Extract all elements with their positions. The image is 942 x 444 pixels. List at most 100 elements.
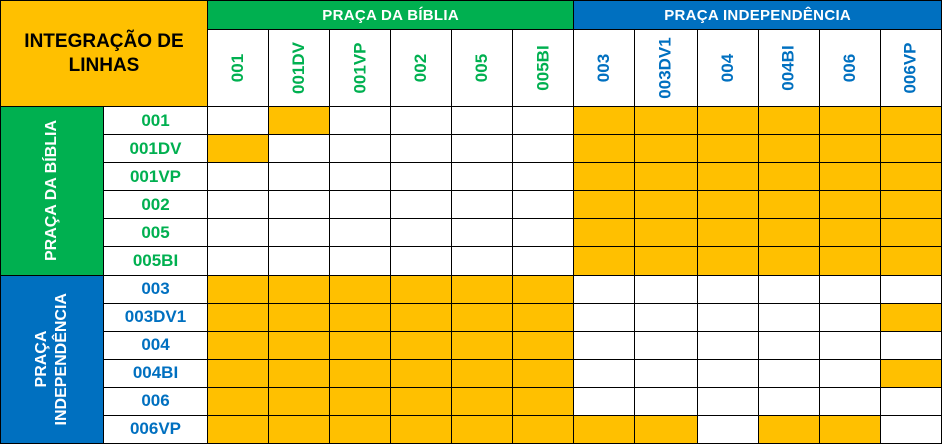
integration-cell-allowed	[269, 107, 330, 135]
integration-cell-allowed	[574, 163, 635, 191]
integration-cell-allowed	[697, 107, 758, 135]
integration-cell-empty	[513, 219, 574, 247]
integration-cell-allowed	[819, 163, 880, 191]
integration-cell-empty	[208, 247, 269, 275]
integration-cell-empty	[391, 247, 452, 275]
column-header: 005BI	[513, 30, 574, 106]
integration-cell-empty	[574, 275, 635, 303]
integration-cell-allowed	[635, 191, 697, 219]
integration-cell-empty	[208, 191, 269, 219]
column-header: 003DV1	[635, 30, 697, 106]
integration-cell-allowed	[452, 359, 513, 387]
integration-cell-allowed	[391, 331, 452, 359]
integration-cell-allowed	[452, 303, 513, 331]
integration-cell-empty	[513, 163, 574, 191]
integration-cell-empty	[635, 387, 697, 415]
integration-cell-allowed	[391, 303, 452, 331]
integration-cell-allowed	[819, 107, 880, 135]
column-header-label: 005	[472, 53, 492, 83]
column-header: 001VP	[330, 30, 391, 106]
integration-cell-empty	[391, 107, 452, 135]
integration-cell-empty	[330, 135, 391, 163]
integration-cell-empty	[697, 303, 758, 331]
integration-cell-empty	[330, 107, 391, 135]
integration-cell-allowed	[819, 219, 880, 247]
integration-cell-allowed	[513, 359, 574, 387]
integration-cell-allowed	[330, 331, 391, 359]
integration-cell-empty	[513, 135, 574, 163]
integration-cell-allowed	[758, 247, 819, 275]
integration-cell-allowed	[269, 415, 330, 443]
integration-cell-empty	[208, 163, 269, 191]
row-header: 006VP	[104, 415, 207, 443]
column-header: 001DV	[269, 30, 330, 106]
integration-cell-allowed	[635, 163, 697, 191]
column-header: 006VP	[880, 30, 941, 106]
row-group-label: PRAÇA INDEPENDÊNCIA	[33, 293, 70, 426]
integration-cell-empty	[269, 247, 330, 275]
integration-cell-allowed	[513, 387, 574, 415]
integration-cell-empty	[269, 163, 330, 191]
integration-cell-allowed	[758, 191, 819, 219]
row-header: 001VP	[104, 163, 207, 191]
integration-cell-empty	[697, 359, 758, 387]
integration-cell-empty	[635, 275, 697, 303]
integration-cell-allowed	[330, 415, 391, 443]
integration-cell-empty	[513, 247, 574, 275]
integration-cell-empty	[269, 191, 330, 219]
integration-cell-allowed	[208, 135, 269, 163]
integration-cell-allowed	[758, 415, 819, 443]
integration-cell-empty	[208, 107, 269, 135]
integration-cell-empty	[330, 163, 391, 191]
integration-cell-allowed	[758, 135, 819, 163]
integration-cell-empty	[880, 331, 941, 359]
integration-cell-allowed	[880, 359, 941, 387]
integration-cell-allowed	[269, 331, 330, 359]
integration-cell-allowed	[269, 359, 330, 387]
integration-cell-empty	[452, 135, 513, 163]
integration-cell-allowed	[635, 415, 697, 443]
integration-cell-empty	[697, 275, 758, 303]
integration-cell-empty	[758, 275, 819, 303]
integration-cell-empty	[819, 331, 880, 359]
integration-cell-allowed	[574, 107, 635, 135]
integration-cell-empty	[574, 331, 635, 359]
integration-cell-empty	[330, 247, 391, 275]
integration-cell-allowed	[697, 247, 758, 275]
integration-cell-allowed	[330, 387, 391, 415]
integration-cell-empty	[452, 107, 513, 135]
integration-cell-allowed	[574, 135, 635, 163]
row-header: 001DV	[104, 135, 207, 163]
row-header: 005BI	[104, 247, 207, 275]
integration-cell-allowed	[819, 135, 880, 163]
row-header: 002	[104, 191, 207, 219]
integration-cell-allowed	[880, 163, 941, 191]
integration-cell-allowed	[635, 247, 697, 275]
integration-cell-allowed	[391, 387, 452, 415]
integration-cell-empty	[391, 191, 452, 219]
integration-cell-allowed	[208, 415, 269, 443]
integration-cell-empty	[880, 415, 941, 443]
integration-cell-empty	[452, 219, 513, 247]
integration-cell-allowed	[391, 359, 452, 387]
integration-cell-allowed	[574, 191, 635, 219]
integration-cell-allowed	[391, 275, 452, 303]
integration-cell-allowed	[880, 247, 941, 275]
integration-cell-empty	[758, 331, 819, 359]
column-group-header: PRAÇA INDEPENDÊNCIA	[574, 1, 941, 29]
row-group-header: PRAÇA DA BÍBLIA	[1, 107, 103, 275]
integration-cell-allowed	[513, 415, 574, 443]
integration-cell-allowed	[758, 163, 819, 191]
row-header: 006	[104, 387, 207, 415]
integration-cell-allowed	[208, 359, 269, 387]
integration-cell-empty	[452, 191, 513, 219]
integration-cell-allowed	[697, 191, 758, 219]
integration-cell-empty	[635, 359, 697, 387]
column-header-label: 003	[594, 53, 614, 83]
integration-cell-allowed	[391, 415, 452, 443]
row-group-label: PRAÇA DA BÍBLIA	[43, 120, 60, 262]
column-header-label: 001VP	[350, 42, 370, 94]
integration-cell-empty	[574, 387, 635, 415]
column-header-label: 006	[839, 53, 859, 83]
